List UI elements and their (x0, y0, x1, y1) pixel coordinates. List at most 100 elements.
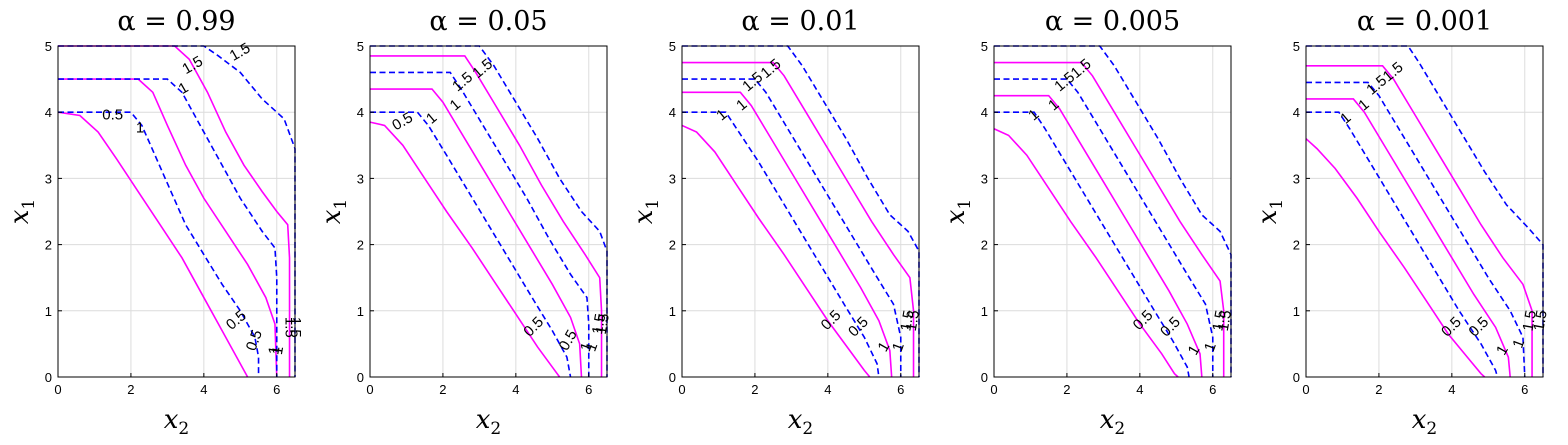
x-tick-label: 6 (585, 382, 592, 397)
contour-line-solid-1 (682, 91, 893, 378)
y-tick-label: 5 (669, 39, 676, 54)
y-tick-label: 0 (669, 370, 676, 385)
chart-title: α = 0.01 (741, 6, 859, 37)
y-tick-label: 5 (357, 39, 364, 54)
chart-title: α = 0.05 (429, 6, 547, 37)
plot-area (682, 46, 919, 377)
contour-line-dashed-0_5 (370, 111, 572, 378)
x-tick-label: 0 (990, 382, 997, 397)
y-axis-label: x1 (1253, 199, 1287, 225)
y-axis-label: x1 (317, 199, 351, 225)
x-axis-label: x2 (164, 405, 190, 439)
x-tick-label: 2 (127, 382, 134, 397)
x-tick-label: 2 (751, 382, 758, 397)
contour-line-solid-0_5 (993, 128, 1179, 378)
y-tick-label: 2 (981, 238, 988, 253)
y-tick-label: 3 (357, 171, 364, 186)
contour-line-solid-1 (1306, 98, 1511, 378)
y-tick-label: 1 (669, 304, 676, 319)
y-axis-label: x1 (629, 199, 663, 225)
y-tick-label: 2 (45, 238, 52, 253)
contour-line-solid-1_5 (370, 55, 603, 377)
y-tick-label: 3 (669, 171, 676, 186)
contour-level-label: 1 (136, 120, 144, 137)
x-axis-label: x2 (788, 405, 814, 439)
x-tick-label: 2 (439, 382, 446, 397)
y-tick-label: 2 (1293, 238, 1300, 253)
contour-line-solid-0_5 (1305, 138, 1486, 378)
x-tick-label: 6 (1209, 382, 1216, 397)
contour-level-label: 1.5 (897, 309, 917, 332)
contour-level-label: 1.5 (1530, 309, 1550, 332)
contour-line-dashed-1_5 (1306, 45, 1544, 377)
y-tick-label: 1 (1293, 304, 1300, 319)
contour-line-solid-0_5 (57, 111, 249, 378)
y-tick-label: 1 (357, 304, 364, 319)
plot-frame (369, 45, 608, 378)
y-tick-label: 0 (357, 370, 364, 385)
y-tick-label: 3 (45, 171, 52, 186)
x-tick-label: 0 (1302, 382, 1309, 397)
y-tick-label: 4 (981, 105, 988, 120)
y-tick-label: 0 (981, 370, 988, 385)
contour-line-solid-1_5 (58, 45, 291, 377)
contour-level-label: 1 (269, 345, 287, 356)
x-tick-label: 4 (512, 382, 519, 397)
y-axis-label: x1 (941, 199, 975, 225)
contour-level-label: 0.5 (243, 328, 266, 353)
y-tick-label: 4 (45, 105, 52, 120)
x-tick-label: 6 (1521, 382, 1528, 397)
x-tick-label: 4 (1136, 382, 1143, 397)
contour-line-dashed-1_5 (370, 45, 608, 377)
x-tick-label: 4 (1448, 382, 1455, 397)
contour-level-label: 1.5 (1209, 309, 1229, 332)
contour-level-label: 1.5 (903, 309, 923, 332)
contour-line-solid-1_5 (994, 61, 1225, 377)
plot-area (370, 46, 607, 377)
x-tick-label: 4 (824, 382, 831, 397)
contour-line-dashed-0_5 (682, 111, 880, 378)
plot-area (994, 46, 1231, 377)
plot-frame (993, 45, 1232, 378)
contour-line-dashed-1_5 (58, 45, 296, 377)
plot-frame (1305, 45, 1544, 378)
chart-title: α = 0.001 (1357, 6, 1492, 37)
y-tick-label: 5 (981, 39, 988, 54)
contour-line-solid-1_5 (682, 61, 915, 377)
contour-level-label: 1.5 (282, 317, 299, 338)
contour-line-dashed-0_5 (1306, 111, 1499, 378)
y-tick-label: 1 (45, 304, 52, 319)
x-axis-label: x2 (1412, 405, 1438, 439)
contour-level-label: 1.5 (1520, 309, 1540, 332)
x-tick-label: 2 (1375, 382, 1382, 397)
y-tick-label: 1 (981, 304, 988, 319)
contour-line-solid-1 (58, 78, 278, 378)
contour-line-dashed-1 (370, 71, 590, 377)
plot-frame (681, 45, 920, 378)
y-tick-label: 3 (981, 171, 988, 186)
contour-line-solid-0_5 (369, 121, 561, 378)
contour-line-dashed-1 (58, 78, 278, 377)
y-tick-label: 4 (357, 105, 364, 120)
contour-line-dashed-1_5 (682, 45, 920, 377)
contour-level-label: 1 (265, 345, 283, 356)
contour-level-label: 1.5 (287, 317, 304, 338)
contour-line-solid-0_5 (681, 124, 871, 378)
y-tick-label: 2 (357, 238, 364, 253)
x-tick-label: 0 (366, 382, 373, 397)
x-axis-label: x2 (1100, 405, 1126, 439)
contour-line-solid-1 (370, 88, 583, 378)
x-tick-label: 4 (200, 382, 207, 397)
contour-line-dashed-1_5 (994, 45, 1232, 377)
y-tick-label: 0 (45, 370, 52, 385)
y-tick-label: 5 (45, 39, 52, 54)
x-tick-label: 6 (897, 382, 904, 397)
y-tick-label: 4 (669, 105, 676, 120)
x-tick-label: 0 (678, 382, 685, 397)
y-axis-label: x1 (5, 199, 39, 225)
contour-line-solid-1 (994, 94, 1203, 378)
chart-title: α = 0.99 (117, 6, 235, 37)
